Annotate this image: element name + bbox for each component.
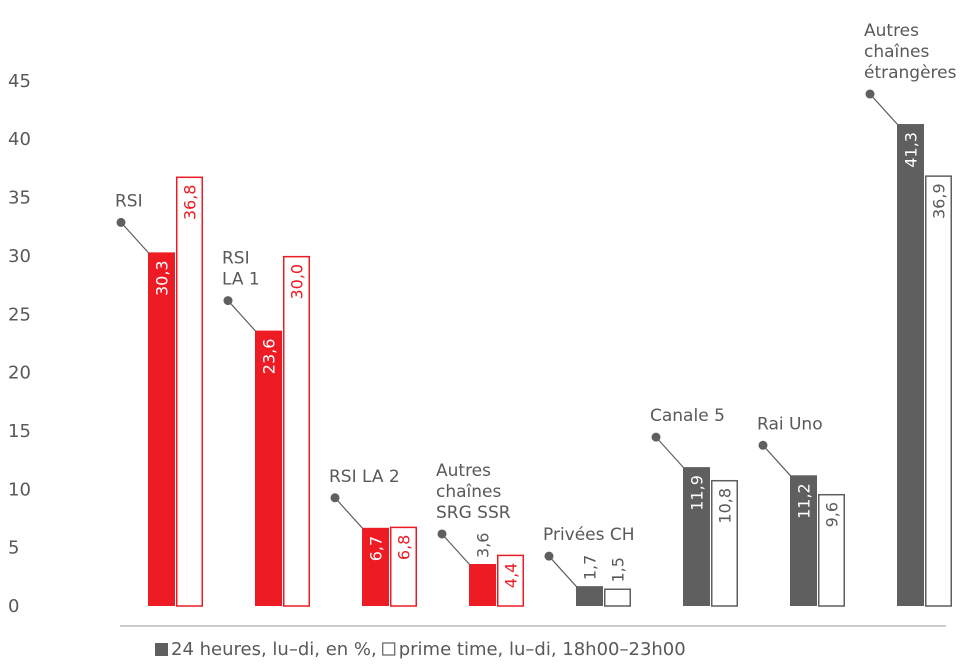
callout-line (548, 555, 578, 588)
callout-line (441, 533, 471, 566)
category-label: RSI (222, 249, 250, 269)
bar-value-label-prime-time: 6,8 (395, 535, 414, 560)
bar-prime-time (711, 479, 738, 607)
callout-dot (544, 551, 554, 561)
bar-prime-time (176, 176, 203, 607)
category-label: Rai Uno (757, 414, 823, 434)
legend-label-24h: 24 heures, lu–di, en %, (171, 639, 377, 660)
callout-dot (223, 296, 233, 306)
callout-dot (651, 432, 661, 442)
category-label: chaînes (864, 42, 929, 62)
y-tick-label: 0 (8, 596, 19, 617)
category-label: Autres (436, 461, 491, 481)
bar-prime-time (497, 554, 524, 607)
category-label: RSI (115, 191, 143, 211)
bar-value-label-24h: 6,7 (367, 536, 386, 561)
category-label: SRG SSR (436, 503, 511, 523)
bar-prime-time (283, 255, 310, 607)
callout-line (120, 221, 150, 254)
bar-prime-time (925, 175, 952, 607)
bar-group: 30,3 36,8 RSI (115, 176, 203, 607)
bar-24h (790, 475, 817, 606)
callout-dot (758, 440, 768, 450)
bar-value-label-prime-time: 30,0 (288, 264, 307, 300)
bar-value-label-prime-time: 10,8 (716, 488, 735, 524)
bar-value-label-prime-time: 1,5 (609, 557, 628, 582)
bar-value-label-prime-time: 9,6 (823, 502, 842, 527)
bar-24h (148, 252, 175, 607)
category-label: étrangères (864, 63, 957, 83)
bar-value-label-24h: 41,3 (902, 132, 921, 168)
legend-swatch-prime-time (382, 642, 396, 656)
bar-value-label-24h: 11,2 (795, 483, 814, 519)
callout-line (762, 444, 792, 477)
y-tick-label: 25 (8, 304, 31, 325)
y-tick-label: 15 (8, 421, 31, 442)
bar-prime-time (604, 588, 631, 607)
callout-dot (330, 493, 340, 503)
callout-dot (437, 529, 447, 539)
bar-24h (255, 330, 282, 606)
callout-dot (865, 89, 875, 99)
category-label: LA 1 (222, 270, 260, 290)
bar-24h (897, 124, 924, 607)
bar-prime-time (390, 526, 417, 607)
y-tick-label: 10 (8, 479, 31, 500)
y-tick-label: 5 (8, 538, 19, 559)
bar-group: 11,9 10,8 Canale 5 (650, 406, 738, 607)
legend: 24 heures, lu–di, en %, prime time, lu–d… (155, 639, 686, 660)
bar-24h (683, 467, 710, 606)
bar-value-label-24h: 3,6 (474, 533, 493, 558)
legend-swatch-24h (155, 643, 168, 656)
y-tick-label: 30 (8, 246, 31, 267)
y-tick-label: 45 (8, 71, 31, 92)
callout-line (227, 300, 257, 332)
y-tick-label: 35 (8, 188, 31, 209)
bar-value-label-prime-time: 36,8 (181, 185, 200, 221)
y-tick-label: 40 (8, 129, 31, 150)
y-axis: 0 5 10 15 20 25 30 35 40 45 (8, 71, 31, 617)
bar-value-label-24h: 23,6 (260, 339, 279, 375)
bar-group: 1,7 1,5 Privées CH (543, 525, 635, 607)
bar-24h (362, 527, 389, 606)
bar-value-label-prime-time: 4,4 (502, 563, 521, 588)
y-tick-label: 20 (8, 363, 31, 384)
category-label: Privées CH (543, 525, 635, 545)
category-label: chaînes (436, 482, 501, 502)
callout-line (655, 436, 685, 469)
bar-prime-time (818, 493, 845, 607)
bar-24h (469, 563, 496, 606)
bar-value-label-prime-time: 36,9 (930, 183, 949, 219)
category-label: Canale 5 (650, 406, 725, 426)
bar-value-label-24h: 11,9 (688, 475, 707, 511)
bar-value-label-24h: 1,7 (581, 555, 600, 580)
bar-group: 11,2 9,6 Rai Uno (757, 414, 845, 607)
callout-line (334, 497, 364, 530)
bar-24h (576, 586, 603, 606)
legend-label-prime-time: prime time, lu–di, 18h00–23h00 (399, 639, 686, 660)
category-label: RSI LA 2 (329, 467, 400, 487)
callout-dot (116, 217, 126, 227)
bar-value-label-24h: 30,3 (153, 260, 172, 296)
bar-group: 6,7 6,8 RSI LA 2 (329, 467, 417, 607)
category-label: Autres (864, 21, 919, 41)
callout-line (869, 93, 899, 126)
